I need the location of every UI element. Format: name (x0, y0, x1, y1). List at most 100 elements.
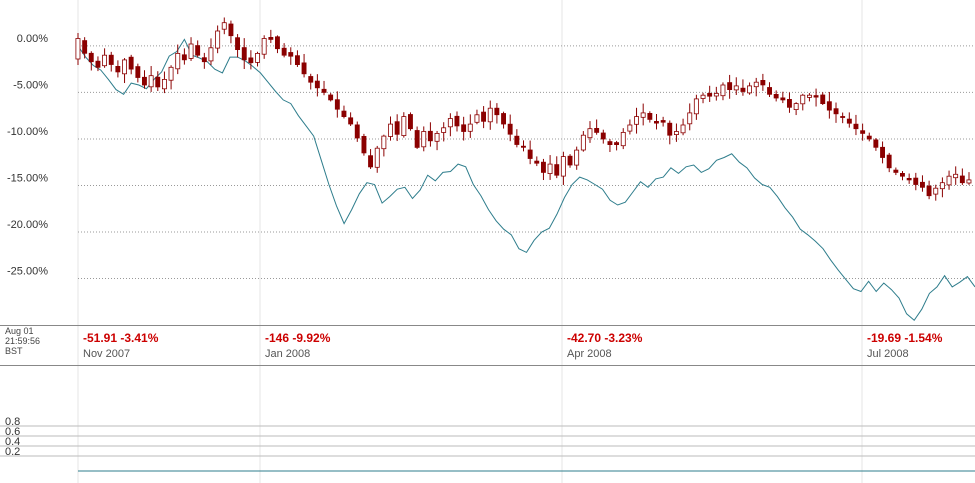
candle-body (846, 118, 852, 124)
candle-body (900, 172, 905, 177)
candle-body (853, 123, 859, 130)
y-tick-label: -5.00% (13, 79, 48, 91)
candle-body (361, 135, 367, 154)
candle-body (467, 123, 473, 132)
candle-body (341, 110, 347, 117)
candle-body (421, 131, 427, 148)
candle-body (747, 85, 752, 94)
candle-body (926, 185, 932, 197)
candle-body (959, 175, 965, 184)
comparison-line-series (77, 38, 975, 322)
candle-body (135, 66, 141, 78)
candle-body (407, 114, 413, 130)
candle-body (607, 141, 613, 146)
candle-body (175, 53, 181, 70)
candle-body (554, 164, 560, 176)
candle-body (314, 80, 320, 89)
period-change-label: -42.70 -3.23% (567, 331, 643, 345)
candle-body (913, 177, 919, 185)
candle-body (680, 124, 686, 134)
candle-body (906, 177, 912, 181)
candle-body (687, 112, 693, 125)
candle-body (321, 88, 327, 93)
y-tick-label: -15.00% (7, 172, 48, 184)
candle-body (707, 93, 713, 97)
candle-body (627, 124, 633, 132)
candle-body (434, 132, 440, 142)
candle-body (826, 101, 832, 111)
candle-body (221, 22, 227, 30)
period-change-label: -19.69 -1.54% (867, 331, 943, 345)
candle-body (886, 154, 892, 169)
candle-body (920, 181, 925, 188)
candle-body (760, 80, 766, 86)
candle-body (95, 60, 101, 68)
candle-body (75, 38, 81, 60)
x-tick-label: Apr 2008 (567, 348, 612, 360)
candle-body (873, 139, 879, 148)
candle-body (348, 117, 354, 125)
candle-body (168, 66, 174, 81)
candle-body (820, 94, 826, 105)
candle-body (580, 134, 586, 151)
candle-body (88, 52, 94, 63)
candle-body (587, 128, 593, 139)
candle-body (521, 145, 526, 148)
candle-body (481, 111, 486, 122)
candle-body (441, 127, 447, 133)
candle-body (800, 94, 806, 105)
candle-body (560, 156, 566, 177)
candle-body (501, 113, 506, 125)
timestamp-tz: BST (5, 346, 23, 356)
candle-body (767, 87, 772, 95)
y-tick-label: 0.00% (17, 33, 48, 45)
y-tick-label: -20.00% (7, 219, 48, 231)
candle-body (720, 84, 726, 97)
candle-body (102, 54, 107, 67)
candle-body (401, 116, 407, 136)
candle-body (461, 124, 467, 132)
candle-body (414, 130, 420, 148)
candle-body (268, 37, 274, 40)
candle-body (813, 95, 819, 98)
candle-body (215, 30, 221, 49)
candle-body (261, 38, 267, 55)
candle-body (674, 131, 679, 135)
candle-body (334, 99, 340, 110)
candle-body (614, 142, 619, 146)
candle-body (281, 47, 287, 56)
candle-body (108, 54, 114, 65)
candle-body (148, 75, 154, 88)
candle-body (228, 23, 234, 37)
period-change-label: -146 -9.92% (265, 331, 331, 345)
candle-body (527, 149, 533, 159)
lower-tick-label: 0.8 (5, 416, 20, 428)
candle-body (195, 45, 201, 56)
lower-tick-label: 0.4 (5, 436, 20, 448)
candle-body (840, 116, 846, 118)
candle-body (640, 112, 646, 118)
candle-body (547, 163, 553, 175)
candle-body (514, 135, 520, 145)
candle-body (787, 99, 792, 108)
candle-body (208, 47, 214, 62)
candle-body (534, 160, 540, 164)
candle-body (953, 173, 959, 179)
candle-body (620, 131, 626, 147)
candle-body (294, 55, 300, 66)
candle-body (474, 114, 480, 123)
candle-body (667, 122, 673, 136)
candle-body (866, 135, 872, 140)
candle-body (368, 155, 373, 168)
period-change-label: -51.91 -3.41% (83, 331, 159, 345)
candle-body (354, 124, 360, 139)
candle-body (427, 130, 433, 142)
timestamp-date: Aug 01 (5, 326, 34, 336)
candle-body (128, 56, 134, 70)
timestamp-time: 21:59:56 (5, 336, 40, 346)
candle-body (235, 37, 240, 51)
candle-body (241, 47, 247, 61)
candle-body (328, 94, 334, 101)
candle-body (634, 116, 639, 125)
